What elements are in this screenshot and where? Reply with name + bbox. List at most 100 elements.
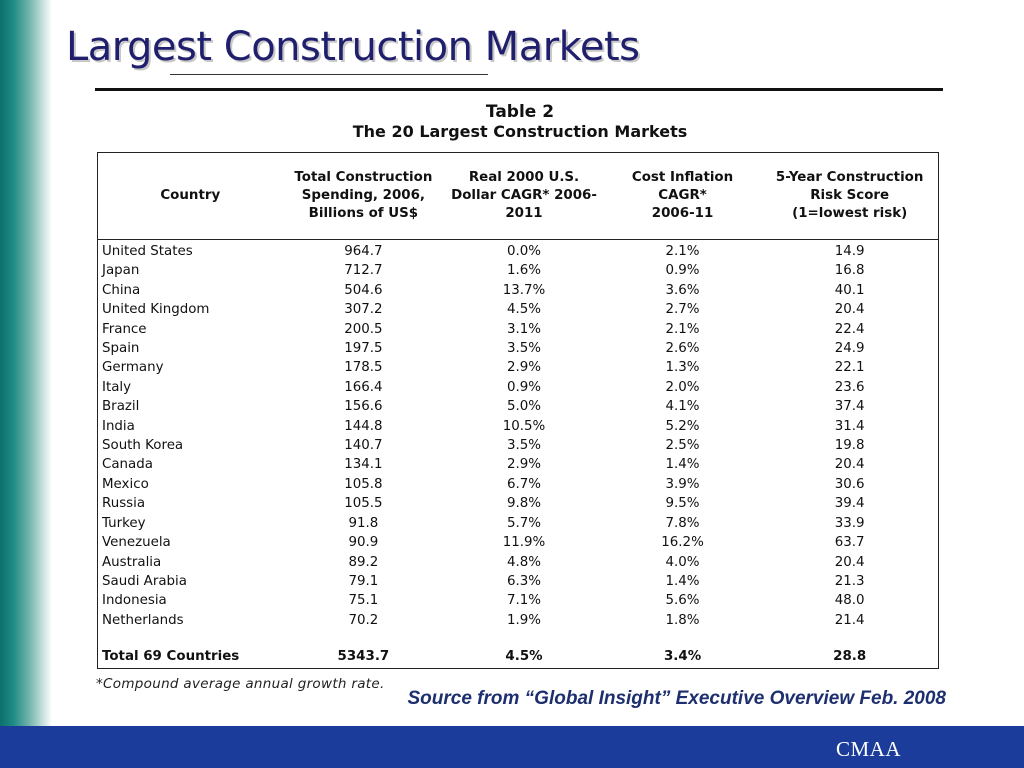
cell-spending: 178.5	[344, 360, 383, 376]
cell-country: Venezuela	[102, 535, 171, 551]
cell-inflation: 1.8%	[665, 612, 700, 628]
cell-risk: 21.3	[834, 573, 865, 589]
header-cagr-line-2: Dollar CAGR* 2006-	[451, 188, 597, 203]
cell-cagr: 1.9%	[506, 612, 542, 628]
spacer-row	[98, 630, 939, 646]
cell-cagr: 6.7%	[506, 476, 542, 492]
cell-country: China	[102, 282, 141, 298]
title-underline	[170, 74, 488, 75]
cell-spending: 140.7	[344, 438, 383, 454]
table-row: China 504.6 13.7% 3.6% 40.1	[98, 281, 939, 300]
cell-inflation: 1.3%	[665, 360, 700, 376]
header-cagr-line-3: 2011	[505, 206, 543, 221]
cell-inflation: 2.0%	[665, 379, 700, 395]
cell-risk: 23.6	[834, 379, 865, 395]
cell-risk: 20.4	[834, 457, 865, 473]
header-spending-line-1: Total Construction	[294, 170, 433, 185]
header-spending-line-2: Spending, 2006,	[301, 188, 426, 203]
table-row: Turkey 91.8 5.7% 7.8% 33.9	[98, 514, 939, 533]
cell-inflation: 3.6%	[665, 282, 700, 298]
cell-risk: 39.4	[834, 496, 865, 512]
cell-country: Spain	[102, 341, 140, 357]
cell-country: United States	[102, 244, 193, 259]
cell-country: Japan	[102, 263, 140, 279]
total-risk: 28.8	[833, 649, 867, 665]
cell-cagr: 5.7%	[506, 515, 542, 531]
cell-spending: 166.4	[344, 379, 383, 395]
cell-risk: 37.4	[834, 399, 865, 415]
table-row: Netherlands 70.2 1.9% 1.8% 21.4	[98, 611, 939, 630]
header-inflation-line-1: Cost Inflation	[631, 170, 734, 185]
cell-risk: 63.7	[834, 535, 865, 551]
table-row: Italy 166.4 0.9% 2.0% 23.6	[98, 378, 939, 397]
table-row: France 200.5 3.1% 2.1% 22.4	[98, 320, 939, 339]
table-row: Russia 105.5 9.8% 9.5% 39.4	[98, 494, 939, 513]
footer-bar: CMAA	[0, 726, 1024, 768]
cell-risk: 30.6	[834, 476, 865, 492]
header-inflation-line-2: CAGR*	[658, 188, 707, 203]
table-row: Mexico 105.8 6.7% 3.9% 30.6	[98, 475, 939, 494]
cell-inflation: 4.0%	[665, 554, 700, 570]
cell-inflation: 5.2%	[665, 418, 700, 434]
source-note: Source from “Global Insight” Executive O…	[407, 688, 946, 709]
cell-spending: 307.2	[344, 302, 383, 318]
slide-title: Largest Construction Markets	[66, 24, 640, 70]
cell-spending: 144.8	[344, 418, 383, 434]
cell-spending: 79.1	[348, 573, 379, 589]
cell-country: Saudi Arabia	[102, 573, 187, 589]
header-risk: 5-Year Construction Risk Score (1=lowest…	[761, 152, 939, 240]
cell-spending: 90.9	[348, 535, 379, 551]
cell-spending: 197.5	[344, 341, 383, 357]
cell-inflation: 1.4%	[665, 457, 700, 473]
header-spending-line-3: Billions of US$	[308, 206, 419, 221]
cell-country: Russia	[102, 496, 146, 512]
title-divider	[95, 88, 943, 91]
cell-cagr: 10.5%	[502, 418, 546, 434]
header-cagr-line-1: Real 2000 U.S.	[468, 170, 580, 185]
total-spending: 5343.7	[337, 649, 390, 665]
cell-risk: 19.8	[834, 438, 865, 454]
table-row: Australia 89.2 4.8% 4.0% 20.4	[98, 553, 939, 572]
cell-country: Indonesia	[102, 593, 167, 609]
header-risk-line-1: 5-Year Construction	[775, 170, 924, 185]
table-row: Spain 197.5 3.5% 2.6% 24.9	[98, 339, 939, 358]
cell-risk: 14.9	[834, 244, 865, 259]
cell-country: Brazil	[102, 399, 140, 415]
cell-inflation: 2.5%	[665, 438, 700, 454]
cell-country: Germany	[102, 360, 164, 376]
table-row: Canada 134.1 2.9% 1.4% 20.4	[98, 455, 939, 474]
cell-risk: 21.4	[834, 612, 865, 628]
cell-spending: 712.7	[344, 263, 383, 279]
cell-inflation: 0.9%	[665, 263, 700, 279]
header-row: Country Total Construction Spending, 200…	[97, 152, 939, 240]
cell-risk: 22.1	[834, 360, 865, 376]
cmaa-logo: CMAA	[835, 737, 901, 761]
cell-country: France	[102, 321, 147, 337]
total-row: Total 69 Countries 5343.7 4.5% 3.4% 28.8	[98, 646, 939, 669]
cell-cagr: 0.0%	[506, 244, 542, 259]
cell-spending: 89.2	[348, 554, 379, 570]
cell-country: Australia	[102, 554, 162, 570]
table-row: Venezuela 90.9 11.9% 16.2% 63.7	[98, 533, 939, 552]
table-caption: The 20 Largest Construction Markets	[352, 122, 688, 141]
cell-cagr: 11.9%	[502, 535, 546, 551]
total-inflation: 3.4%	[663, 649, 702, 665]
cell-risk: 31.4	[834, 418, 865, 434]
cell-country: Netherlands	[102, 612, 184, 628]
cell-cagr: 13.7%	[502, 282, 546, 298]
cell-cagr: 4.8%	[506, 554, 542, 570]
cell-inflation: 5.6%	[665, 593, 700, 609]
cell-country: Italy	[102, 379, 132, 395]
header-risk-line-3: (1=lowest risk)	[792, 206, 908, 221]
cell-inflation: 2.6%	[665, 341, 700, 357]
cell-inflation: 2.1%	[665, 244, 700, 259]
cell-cagr: 6.3%	[506, 573, 542, 589]
cell-cagr: 3.5%	[506, 341, 542, 357]
cell-cagr: 3.1%	[506, 321, 542, 337]
table-row: Japan 712.7 1.6% 0.9% 16.8	[98, 261, 939, 280]
cell-inflation: 7.8%	[665, 515, 700, 531]
cell-spending: 70.2	[348, 612, 379, 628]
cell-spending: 504.6	[344, 282, 383, 298]
cell-spending: 105.5	[344, 496, 383, 512]
table-header: Country Total Construction Spending, 200…	[97, 152, 939, 240]
